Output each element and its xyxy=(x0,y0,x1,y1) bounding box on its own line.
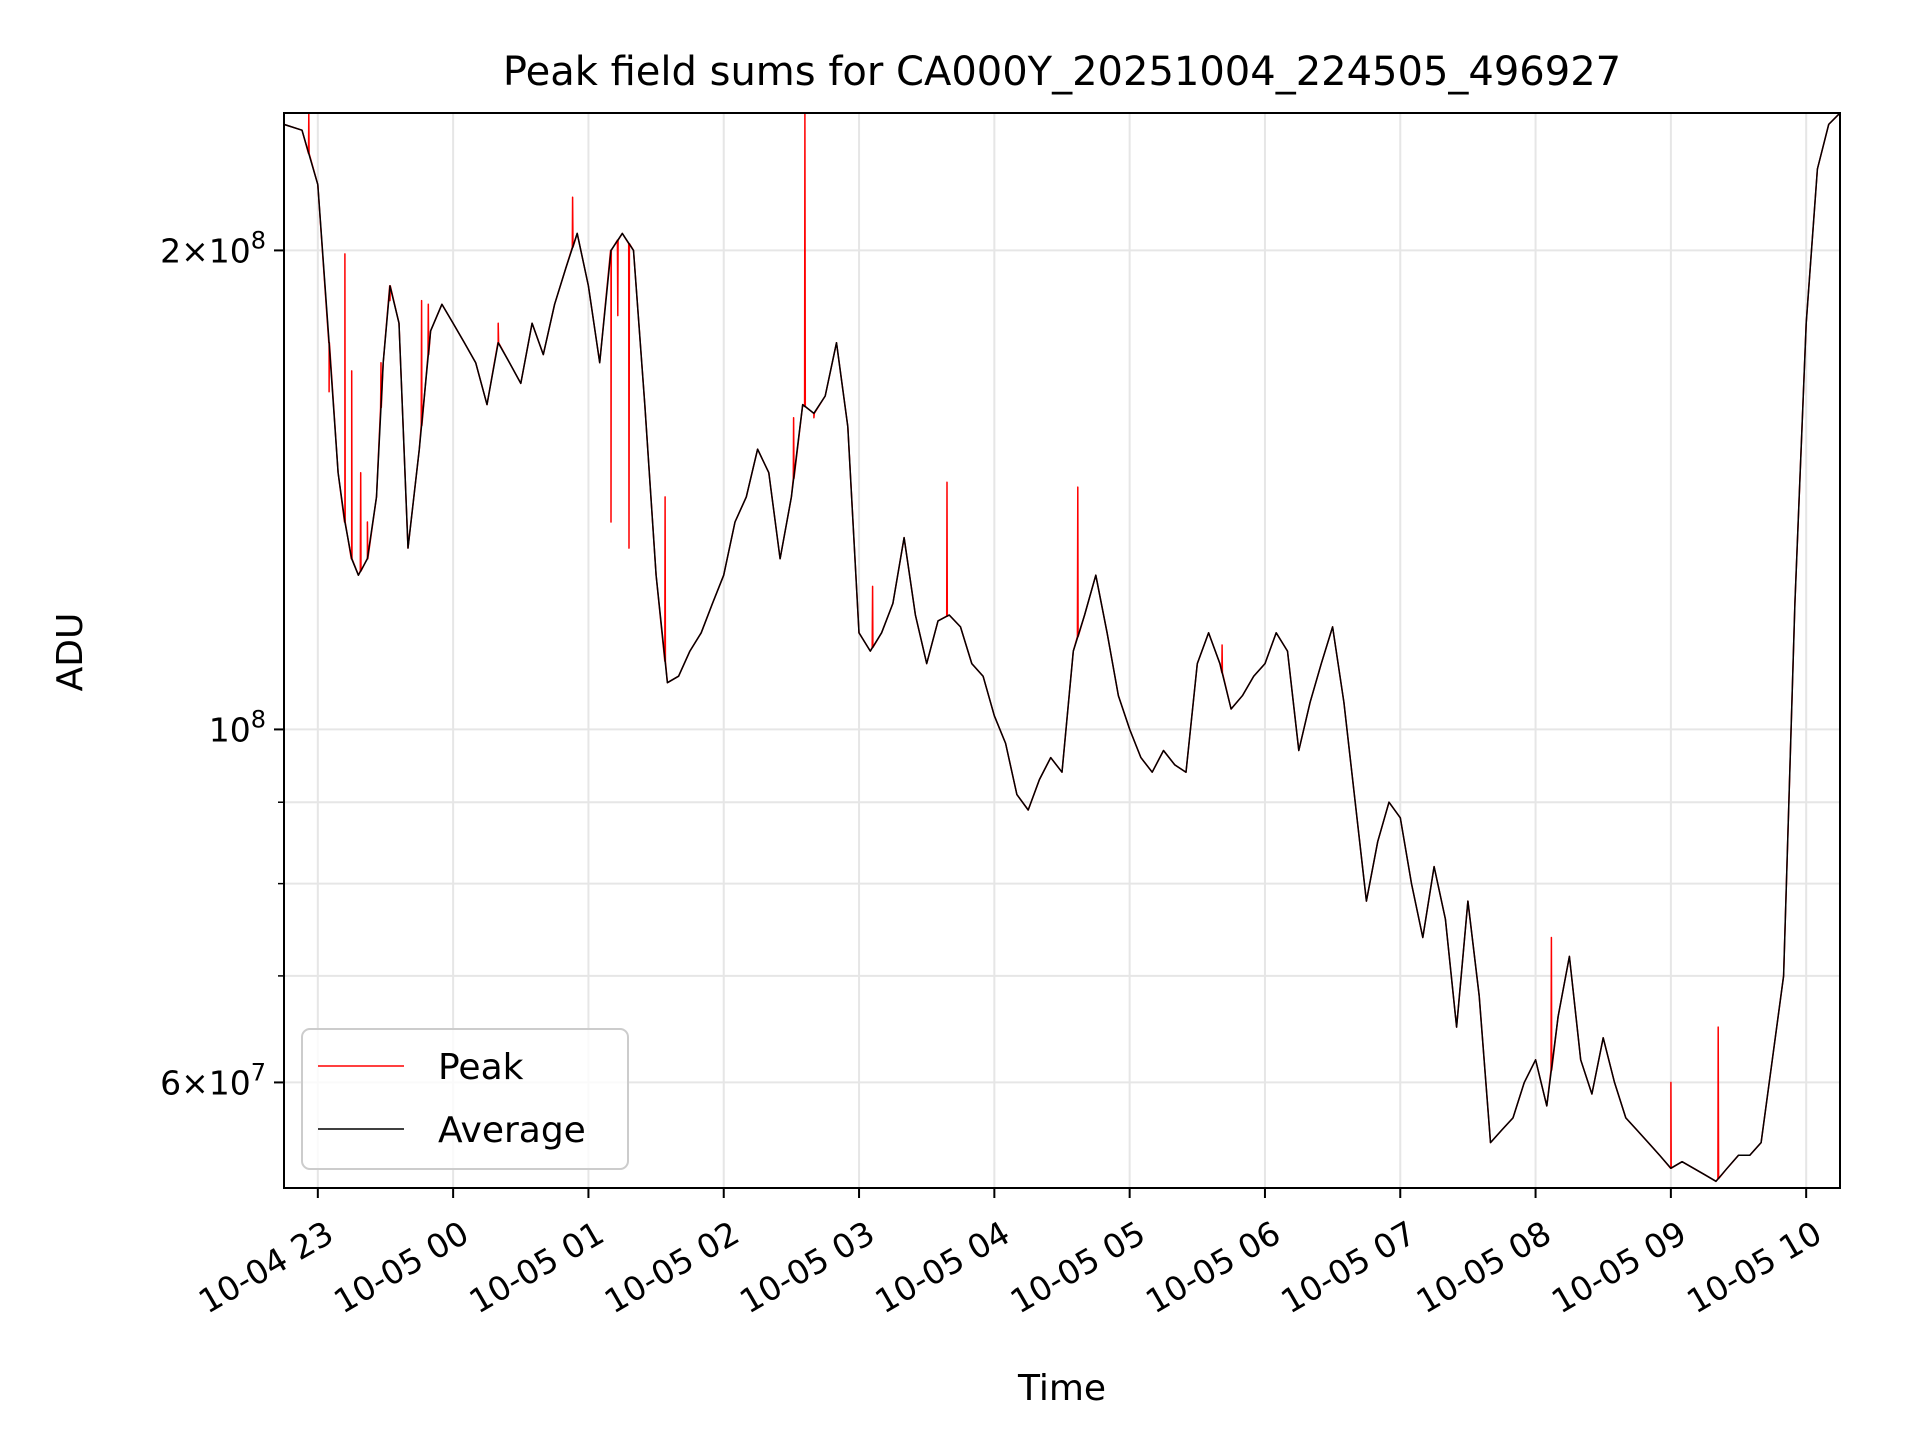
y-tick-label: 6×107 xyxy=(160,1058,266,1102)
legend-average-label: Average xyxy=(438,1110,586,1151)
legend: Peak Average xyxy=(301,1028,629,1170)
plot-frame xyxy=(283,112,1841,1189)
x-axis-label: Time xyxy=(1017,1368,1106,1409)
series-layer xyxy=(284,113,1840,1183)
legend-peak-label: Peak xyxy=(438,1047,524,1088)
y-axis-label: ADU xyxy=(50,613,91,692)
legend-box xyxy=(301,1028,629,1170)
plot-lines xyxy=(284,113,1840,1183)
y-tick-label: 2×108 xyxy=(160,226,266,270)
average-series-line xyxy=(284,113,1840,1183)
chart-title: Peak field sums for CA000Y_20251004_2245… xyxy=(503,49,1621,95)
grid-lines xyxy=(284,113,1840,1188)
